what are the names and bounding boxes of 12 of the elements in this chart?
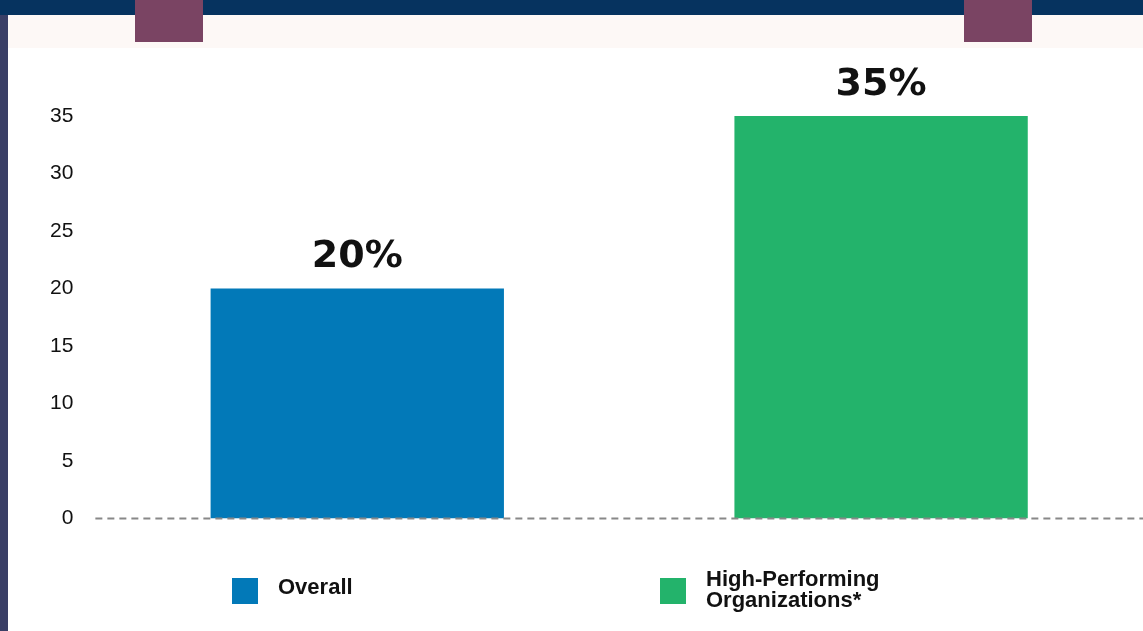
y-tick-label: 25 (50, 217, 74, 241)
legend-label: High-Performing Organizations* (706, 566, 881, 612)
y-tick-label: 15 (50, 332, 74, 356)
y-tick-label: 10 (50, 390, 74, 414)
y-tick-label: 20 (50, 275, 74, 299)
data-label: 20% (311, 232, 403, 277)
legend-label: Overall (278, 573, 353, 599)
y-tick-label: 0 (61, 505, 74, 529)
data-label: 35% (835, 59, 927, 104)
y-tick-label: 35 (50, 102, 74, 126)
y-tick-label: 30 (50, 160, 74, 184)
y-tick-label: 5 (61, 447, 74, 471)
